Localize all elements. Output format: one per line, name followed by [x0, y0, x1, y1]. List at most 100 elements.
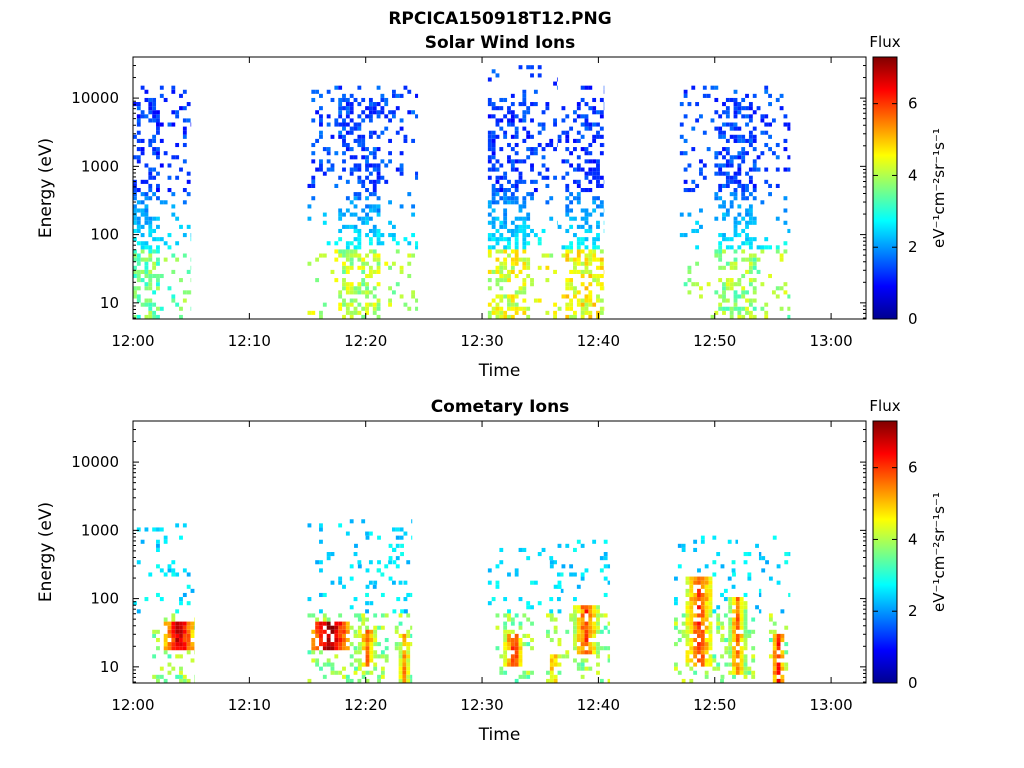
heatmap-cell	[704, 588, 709, 593]
heatmap-cell	[603, 142, 605, 148]
heatmap-cell	[182, 642, 187, 647]
heatmap-cell	[144, 298, 149, 303]
heatmap-cell	[580, 666, 585, 671]
heatmap-cell	[592, 609, 597, 614]
heatmap-cell	[549, 196, 554, 201]
heatmap-cell	[733, 257, 738, 262]
heatmap-cell	[526, 605, 531, 610]
heatmap-cell	[724, 646, 729, 651]
heatmap-cell	[326, 114, 331, 119]
axis-ticks: 12:00 12:10 12:20 12:30 12:40 12:50 13:0010100…	[71, 420, 866, 714]
heatmap-cell	[743, 601, 748, 606]
heatmap-cell	[573, 294, 577, 299]
heatmap-cell	[685, 580, 690, 585]
heatmap-cell	[148, 188, 153, 193]
heatmap-cell	[739, 666, 744, 671]
heatmap-cell	[596, 650, 600, 655]
heatmap-cell	[748, 204, 753, 209]
heatmap-cell	[380, 97, 385, 103]
heatmap-cell	[691, 228, 696, 234]
heatmap-cell	[342, 584, 346, 589]
heatmap-cell	[133, 314, 137, 319]
heatmap-cell	[787, 294, 791, 299]
heatmap-cell	[716, 605, 721, 610]
heatmap-cell	[159, 163, 164, 168]
heatmap-cell	[345, 257, 350, 262]
heatmap-cell	[372, 110, 377, 115]
heatmap-cell	[556, 142, 558, 148]
heatmap-cell	[503, 208, 508, 213]
heatmap-cell	[681, 633, 686, 638]
heatmap-cell	[156, 306, 160, 311]
heatmap-cell	[403, 531, 408, 536]
heatmap-cell	[706, 282, 711, 287]
heatmap-cell	[674, 662, 678, 667]
heatmap-cell	[342, 159, 346, 164]
heatmap-cell	[357, 175, 362, 180]
heatmap-cell	[507, 278, 511, 283]
heatmap-cell	[518, 118, 523, 123]
heatmap-cell	[699, 171, 703, 176]
heatmap-cell	[599, 613, 604, 618]
heatmap-cell	[315, 625, 320, 630]
heatmap-cell	[186, 629, 191, 634]
heatmap-cell	[693, 654, 698, 659]
heatmap-cell	[530, 179, 534, 184]
heatmap-cell	[514, 228, 519, 234]
heatmap-cell	[353, 192, 358, 197]
heatmap-cell	[411, 233, 416, 238]
heatmap-cell	[334, 629, 339, 634]
heatmap-cell	[357, 617, 362, 622]
heatmap-cell	[752, 237, 757, 242]
heatmap-cell	[507, 142, 511, 148]
heatmap-cell	[398, 633, 403, 638]
heatmap-cell	[522, 159, 527, 164]
heatmap-cell	[729, 306, 734, 311]
heatmap-cell	[545, 278, 550, 283]
heatmap-cell	[167, 662, 172, 667]
heatmap-cell	[588, 253, 593, 258]
heatmap-cell	[514, 261, 519, 266]
heatmap-cell	[553, 302, 557, 307]
heatmap-cell	[573, 572, 577, 577]
heatmap-cell	[357, 666, 362, 671]
heatmap-cell	[503, 613, 508, 618]
heatmap-cell	[398, 674, 403, 679]
heatmap-cell	[495, 294, 500, 299]
heatmap-cell	[745, 237, 749, 242]
heatmap-cell	[603, 85, 605, 90]
heatmap-cell	[561, 564, 566, 569]
heatmap-cell	[384, 637, 389, 643]
heatmap-cell	[765, 560, 769, 565]
heatmap-cell	[580, 273, 585, 279]
heatmap-cell	[545, 310, 550, 315]
heatmap-cell	[557, 543, 562, 548]
heatmap-cell	[148, 175, 153, 180]
heatmap-cell	[510, 269, 515, 274]
heatmap-cell	[743, 609, 748, 614]
heatmap-cell	[745, 233, 749, 238]
heatmap-cell	[775, 286, 780, 291]
heatmap-cell	[357, 233, 362, 238]
heatmap-cell	[372, 584, 377, 589]
heatmap-cell	[190, 621, 195, 626]
heatmap-cell	[752, 159, 757, 164]
heatmap-cell	[345, 253, 350, 258]
heatmap-cell	[330, 269, 335, 274]
heatmap-cell	[784, 650, 789, 655]
heatmap-cell	[735, 621, 740, 626]
heatmap-cell	[372, 306, 377, 311]
heatmap-cell	[388, 233, 392, 238]
heatmap-cell	[722, 130, 726, 135]
heatmap-cell	[495, 265, 500, 270]
heatmap-cell	[163, 257, 168, 262]
heatmap-cell	[743, 629, 748, 634]
colorbar-tick-label: 6	[908, 459, 918, 477]
heatmap-cell	[772, 535, 777, 540]
heatmap-cell	[136, 257, 141, 262]
heatmap-cell	[537, 171, 542, 176]
heatmap-cell	[152, 249, 157, 254]
heatmap-cell	[599, 306, 604, 311]
heatmap-cell	[322, 613, 327, 618]
heatmap-cell	[565, 159, 570, 164]
